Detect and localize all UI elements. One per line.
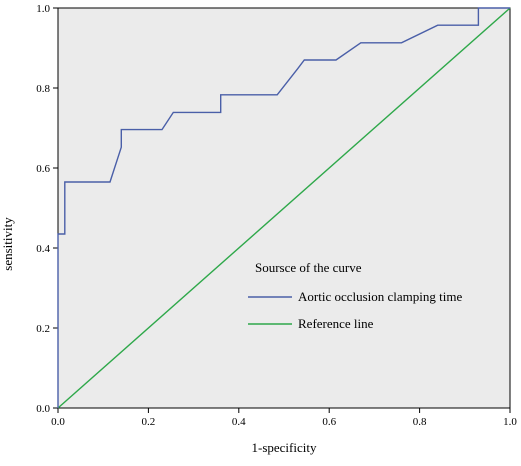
reference-line-series <box>57 7 511 409</box>
y-tick-label: 0.0 <box>36 403 50 415</box>
x-tick-label: 0.4 <box>232 416 246 428</box>
legend: Soursce of the curve Aortic occlusion cl… <box>248 260 462 331</box>
legend-label-reference: Reference line <box>298 316 374 331</box>
x-tick-label: 0.2 <box>142 416 156 428</box>
legend-title: Soursce of the curve <box>255 260 362 275</box>
x-axis-title: 1-specificity <box>252 440 317 455</box>
ticks-layer: 0.0 0.2 0.4 0.6 0.8 1.0 0.0 0.2 0.4 0.6 0.8 1.0 <box>36 3 517 428</box>
y-tick-label: 1.0 <box>36 3 50 15</box>
x-tick-label: 1.0 <box>503 416 517 428</box>
x-tick-label: 0.8 <box>413 416 427 428</box>
y-tick-label: 0.4 <box>36 243 50 255</box>
y-tick-label: 0.6 <box>36 163 50 175</box>
roc-curve-series <box>57 7 510 408</box>
series-layer <box>57 7 511 409</box>
legend-label-aortic: Aortic occlusion clamping time <box>298 289 462 304</box>
y-axis-title: sensitivity <box>0 217 15 271</box>
y-tick-label: 0.2 <box>36 323 50 335</box>
x-tick-label: 0.6 <box>322 416 336 428</box>
y-tick-label: 0.8 <box>36 83 50 95</box>
x-tick-label: 0.0 <box>51 416 65 428</box>
